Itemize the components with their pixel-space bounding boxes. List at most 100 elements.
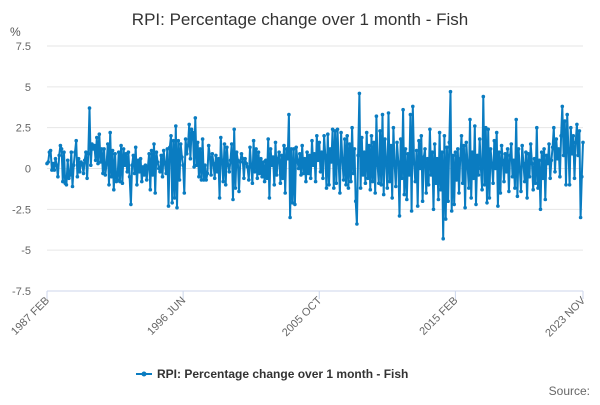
data-point[interactable] <box>494 130 499 135</box>
data-point[interactable] <box>120 181 125 185</box>
data-point[interactable] <box>482 183 487 187</box>
data-point[interactable] <box>516 147 521 151</box>
data-point[interactable] <box>219 135 223 140</box>
data-point[interactable] <box>491 181 495 185</box>
data-point[interactable] <box>560 104 565 109</box>
data-point[interactable] <box>300 143 305 148</box>
data-point[interactable] <box>474 202 478 207</box>
data-point[interactable] <box>322 134 326 138</box>
data-point[interactable] <box>552 125 556 130</box>
data-point[interactable] <box>542 147 546 151</box>
data-point[interactable] <box>305 150 309 154</box>
data-point[interactable] <box>112 187 116 192</box>
data-point[interactable] <box>288 215 292 220</box>
data-point[interactable] <box>400 176 404 181</box>
data-point[interactable] <box>481 94 486 99</box>
data-point[interactable] <box>385 186 390 190</box>
data-point[interactable] <box>182 191 187 195</box>
data-point[interactable] <box>54 163 59 167</box>
data-point[interactable] <box>250 181 255 185</box>
data-point[interactable] <box>407 173 412 177</box>
data-point[interactable] <box>547 142 551 146</box>
data-point[interactable] <box>527 174 532 179</box>
data-point[interactable] <box>559 134 563 138</box>
data-point[interactable] <box>435 156 439 161</box>
data-point[interactable] <box>46 160 50 164</box>
data-point[interactable] <box>434 181 438 185</box>
data-point[interactable] <box>217 196 222 200</box>
data-point[interactable] <box>504 170 509 174</box>
data-point[interactable] <box>351 171 356 176</box>
data-point[interactable] <box>453 150 458 154</box>
data-point[interactable] <box>147 152 151 156</box>
data-point[interactable] <box>384 160 388 164</box>
data-point[interactable] <box>402 192 407 197</box>
data-point[interactable] <box>326 132 330 136</box>
data-point[interactable] <box>259 156 263 161</box>
data-point[interactable] <box>486 127 491 132</box>
data-point[interactable] <box>381 192 386 197</box>
data-point[interactable] <box>554 137 559 141</box>
data-point[interactable] <box>268 147 273 151</box>
data-point[interactable] <box>571 134 576 138</box>
data-point[interactable] <box>271 155 275 159</box>
data-point[interactable] <box>431 207 436 212</box>
data-point[interactable] <box>398 137 403 141</box>
data-point[interactable] <box>526 152 531 156</box>
data-point[interactable] <box>62 150 66 154</box>
data-point[interactable] <box>315 134 319 138</box>
data-point[interactable] <box>536 186 540 190</box>
data-point[interactable] <box>341 178 346 182</box>
data-point[interactable] <box>243 156 247 161</box>
data-point[interactable] <box>409 209 414 213</box>
data-point[interactable] <box>93 158 98 163</box>
data-point[interactable] <box>356 153 360 158</box>
data-point[interactable] <box>232 127 236 132</box>
data-point[interactable] <box>174 124 178 128</box>
data-point[interactable] <box>457 191 461 195</box>
data-point[interactable] <box>76 156 81 161</box>
credit-source[interactable]: Source: <box>549 384 590 398</box>
data-point[interactable] <box>216 156 221 161</box>
data-point[interactable] <box>406 152 410 156</box>
data-point[interactable] <box>578 215 583 220</box>
data-point[interactable] <box>260 174 264 179</box>
data-point[interactable] <box>570 152 574 156</box>
data-point[interactable] <box>411 104 415 109</box>
data-point[interactable] <box>572 176 577 181</box>
data-point[interactable] <box>553 170 557 174</box>
data-point[interactable] <box>463 205 467 210</box>
data-point[interactable] <box>454 178 459 182</box>
data-point[interactable] <box>137 170 142 174</box>
data-point[interactable] <box>149 148 154 153</box>
data-point[interactable] <box>532 156 537 161</box>
data-point[interactable] <box>566 147 571 151</box>
data-point[interactable] <box>59 147 64 151</box>
data-point[interactable] <box>203 163 207 167</box>
data-point[interactable] <box>245 165 250 169</box>
data-point[interactable] <box>211 161 216 166</box>
data-point[interactable] <box>426 183 431 187</box>
data-point[interactable] <box>390 196 395 200</box>
data-point[interactable] <box>364 130 369 135</box>
data-point[interactable] <box>169 134 173 138</box>
data-point[interactable] <box>52 168 57 172</box>
data-point[interactable] <box>186 143 190 148</box>
data-point[interactable] <box>413 179 418 184</box>
data-point[interactable] <box>432 142 437 146</box>
data-point[interactable] <box>172 196 177 200</box>
data-point[interactable] <box>498 191 503 195</box>
data-point[interactable] <box>239 152 244 156</box>
data-point[interactable] <box>440 150 444 154</box>
data-point[interactable] <box>550 145 555 150</box>
data-point[interactable] <box>412 161 416 166</box>
data-point[interactable] <box>97 132 102 136</box>
data-point[interactable] <box>227 170 232 174</box>
data-point[interactable] <box>164 171 168 176</box>
data-point[interactable] <box>363 181 368 185</box>
data-point[interactable] <box>273 140 278 145</box>
data-point[interactable] <box>386 111 391 115</box>
data-point[interactable] <box>53 156 58 161</box>
data-point[interactable] <box>95 135 99 140</box>
data-point[interactable] <box>74 138 78 143</box>
